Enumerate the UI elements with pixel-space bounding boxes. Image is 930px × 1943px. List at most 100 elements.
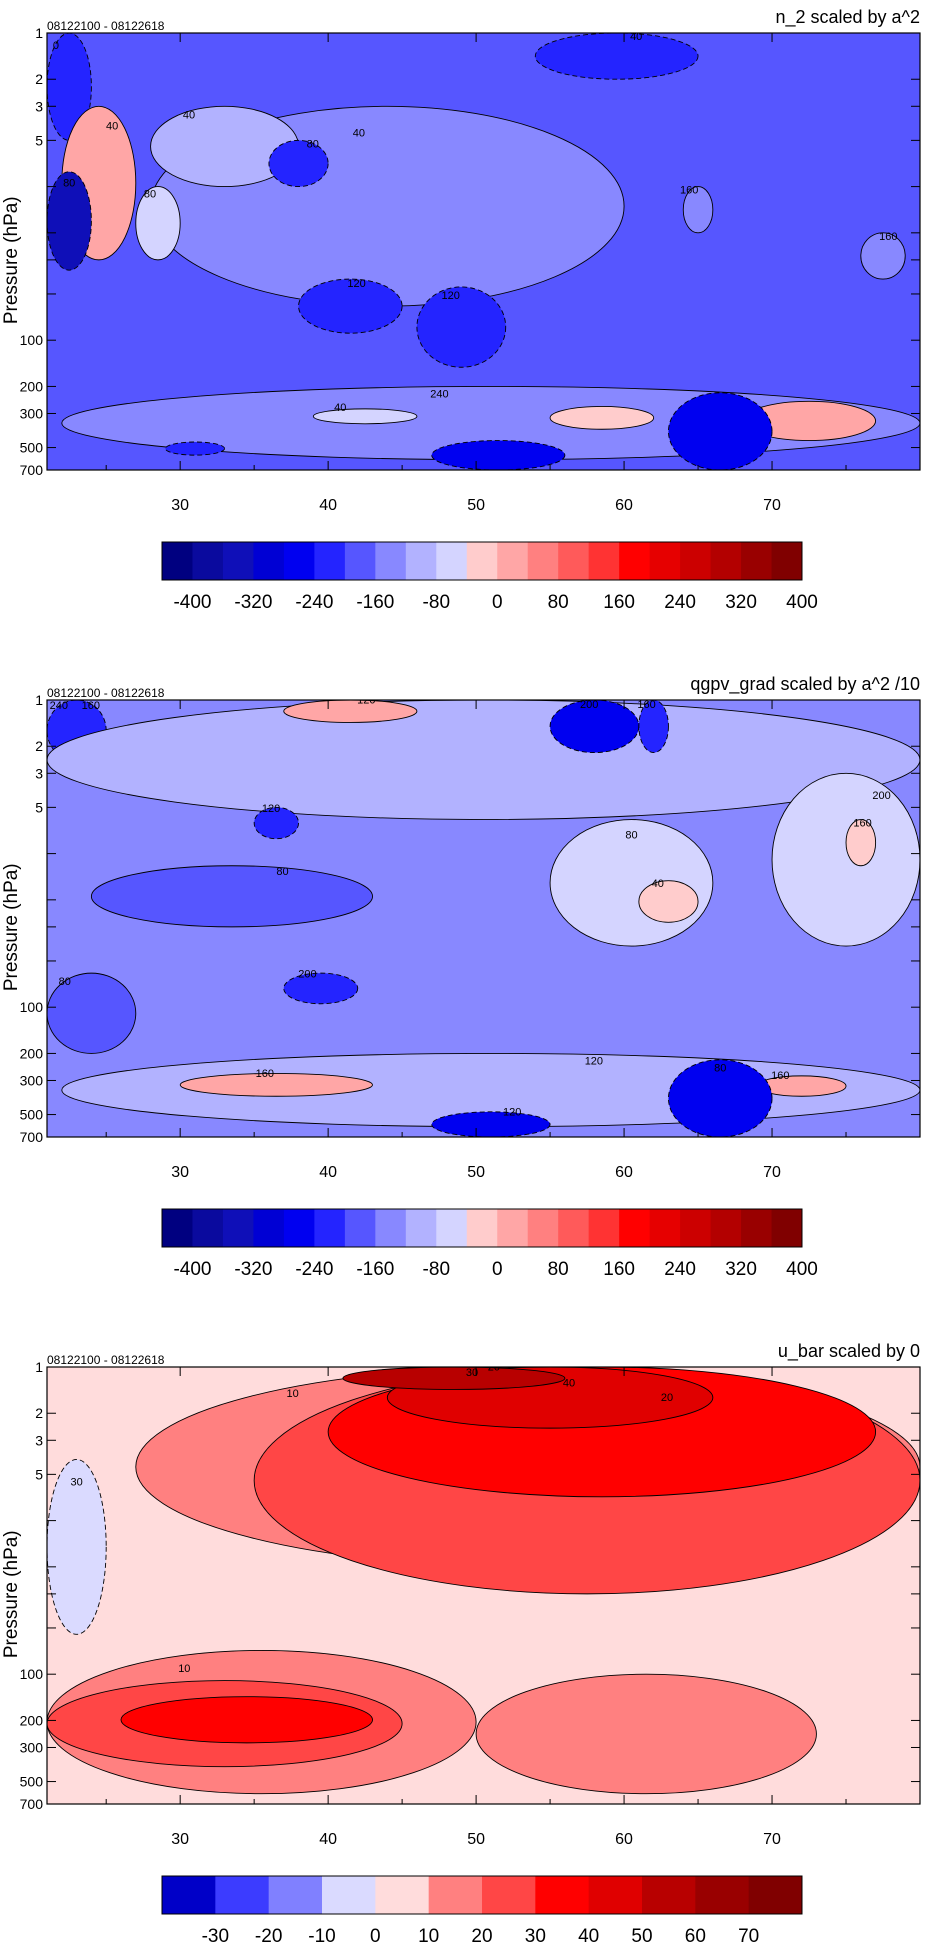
y-tick-label: 700 — [20, 462, 44, 478]
colorbar-swatch — [344, 542, 376, 580]
colorbar-swatch — [588, 1209, 620, 1247]
y-tick-label: 5 — [35, 132, 43, 148]
colorbar-swatch — [344, 1209, 376, 1247]
y-tick-label: 3 — [35, 1432, 43, 1448]
colorbar-label: -10 — [308, 1926, 335, 1943]
colorbar-swatch — [482, 1876, 536, 1914]
colorbar-swatch — [771, 542, 803, 580]
colorbar-label: 0 — [370, 1926, 381, 1943]
contour-label: 200 — [580, 699, 598, 711]
contour-region — [164, 441, 226, 456]
colorbar-swatch — [527, 1209, 559, 1247]
contour-label: 160 — [637, 699, 655, 711]
colorbar-swatch — [375, 1876, 430, 1914]
y-tick-label: 3 — [35, 765, 43, 781]
contour-label: 10 — [178, 1663, 190, 1675]
chart-title: n_2 scaled by a^2 — [775, 7, 920, 28]
y-tick-label: 300 — [20, 1072, 44, 1088]
y-axis-label: Pressure (hPa) — [1, 863, 22, 991]
contour-region — [549, 406, 655, 430]
contour-region — [534, 33, 699, 80]
x-tick-label: 60 — [615, 1831, 633, 1848]
plot-frame — [46, 1366, 921, 1805]
contour-label: 80 — [63, 177, 75, 189]
colorbar-label: -30 — [202, 1926, 229, 1943]
y-tick-label: 500 — [20, 440, 44, 456]
x-tick-label: 40 — [319, 497, 337, 514]
colorbar-swatch — [497, 1209, 529, 1247]
contour-label: 120 — [585, 1055, 603, 1067]
y-tick-label: 3 — [35, 98, 43, 114]
colorbar-label: -160 — [356, 1259, 394, 1280]
colorbar-swatch — [375, 542, 407, 580]
contour-label: 160 — [771, 1070, 789, 1082]
y-axis-label: Pressure (hPa) — [1, 196, 22, 324]
x-tick-label: 50 — [467, 1164, 485, 1181]
contour-label: 40 — [183, 109, 195, 121]
contour-region — [431, 1111, 551, 1137]
colorbar: -400 -320 -240 -160 -80 0 80 160 240 320 400 — [161, 1208, 818, 1280]
colorbar-swatch — [466, 542, 498, 580]
colorbar-swatch — [283, 1209, 315, 1247]
contour-label: 20 — [488, 1361, 500, 1373]
contour-region — [475, 1673, 817, 1795]
colorbar-swatch — [619, 542, 651, 580]
y-tick-label: 2 — [35, 738, 43, 754]
contour-region — [135, 186, 181, 261]
contour-region — [771, 772, 920, 947]
y-tick-label: 200 — [20, 1045, 44, 1061]
x-tick-label: 50 — [467, 1831, 485, 1848]
contour-label: 160 — [256, 1068, 274, 1080]
contour-label: 80 — [276, 866, 288, 878]
colorbar-label: -80 — [423, 592, 450, 613]
colorbar-swatch — [588, 1876, 643, 1914]
contour-label: 160 — [853, 817, 871, 829]
colorbar-swatch — [680, 542, 712, 580]
colorbar-label: 0 — [492, 1259, 503, 1280]
colorbar-label: 400 — [786, 1259, 818, 1280]
x-tick-label: 70 — [763, 1164, 781, 1181]
x-tick-label: 60 — [615, 497, 633, 514]
contour-region — [342, 1367, 566, 1390]
colorbar-swatch — [405, 542, 437, 580]
x-tick-label: 30 — [171, 1164, 189, 1181]
y-tick-label: 1 — [35, 1359, 43, 1375]
contour-region — [638, 880, 699, 923]
colorbar-swatch — [162, 542, 193, 580]
y-tick-label: 500 — [20, 1107, 44, 1123]
contour-label: 160 — [879, 231, 897, 243]
colorbar-label: 40 — [578, 1926, 599, 1943]
contour-label: 40 — [353, 127, 365, 139]
plots: 0404040408080801201201601602404012351002… — [1, 7, 921, 1943]
colorbar-label: -80 — [423, 1259, 450, 1280]
colorbar-swatch — [222, 1209, 254, 1247]
colorbar-frame — [161, 1208, 803, 1248]
contour-label: 80 — [144, 189, 156, 201]
colorbar-swatch — [619, 1209, 651, 1247]
colorbar-swatch — [283, 542, 315, 580]
contour-label: 0 — [53, 40, 59, 52]
colorbar-swatch — [741, 542, 773, 580]
colorbar-label: 400 — [786, 592, 818, 613]
y-tick-label: 100 — [20, 1666, 44, 1682]
contour-label: 40 — [106, 120, 118, 132]
contour-label: 30 — [70, 1477, 82, 1489]
chart-title: u_bar scaled by 0 — [778, 1341, 920, 1362]
colorbar-swatch — [558, 542, 590, 580]
contour-region — [47, 33, 92, 141]
x-tick-label: 70 — [763, 1831, 781, 1848]
colorbar-swatch — [222, 542, 254, 580]
contour-label: 40 — [630, 31, 642, 43]
colorbar-swatch — [162, 1876, 216, 1914]
colorbar-swatch — [436, 542, 468, 580]
contour-region — [298, 278, 403, 334]
colorbar-label: -240 — [295, 592, 333, 613]
colorbar-swatch — [192, 542, 224, 580]
contour-region — [860, 232, 906, 280]
y-tick-label: 700 — [20, 1129, 44, 1145]
colorbar-label: -400 — [173, 1259, 211, 1280]
contour-label: 40 — [563, 1377, 575, 1389]
contour-region — [668, 1059, 773, 1137]
colorbar-swatch — [253, 542, 285, 580]
chart-subtitle: 08122100 - 08122618 — [47, 19, 165, 33]
